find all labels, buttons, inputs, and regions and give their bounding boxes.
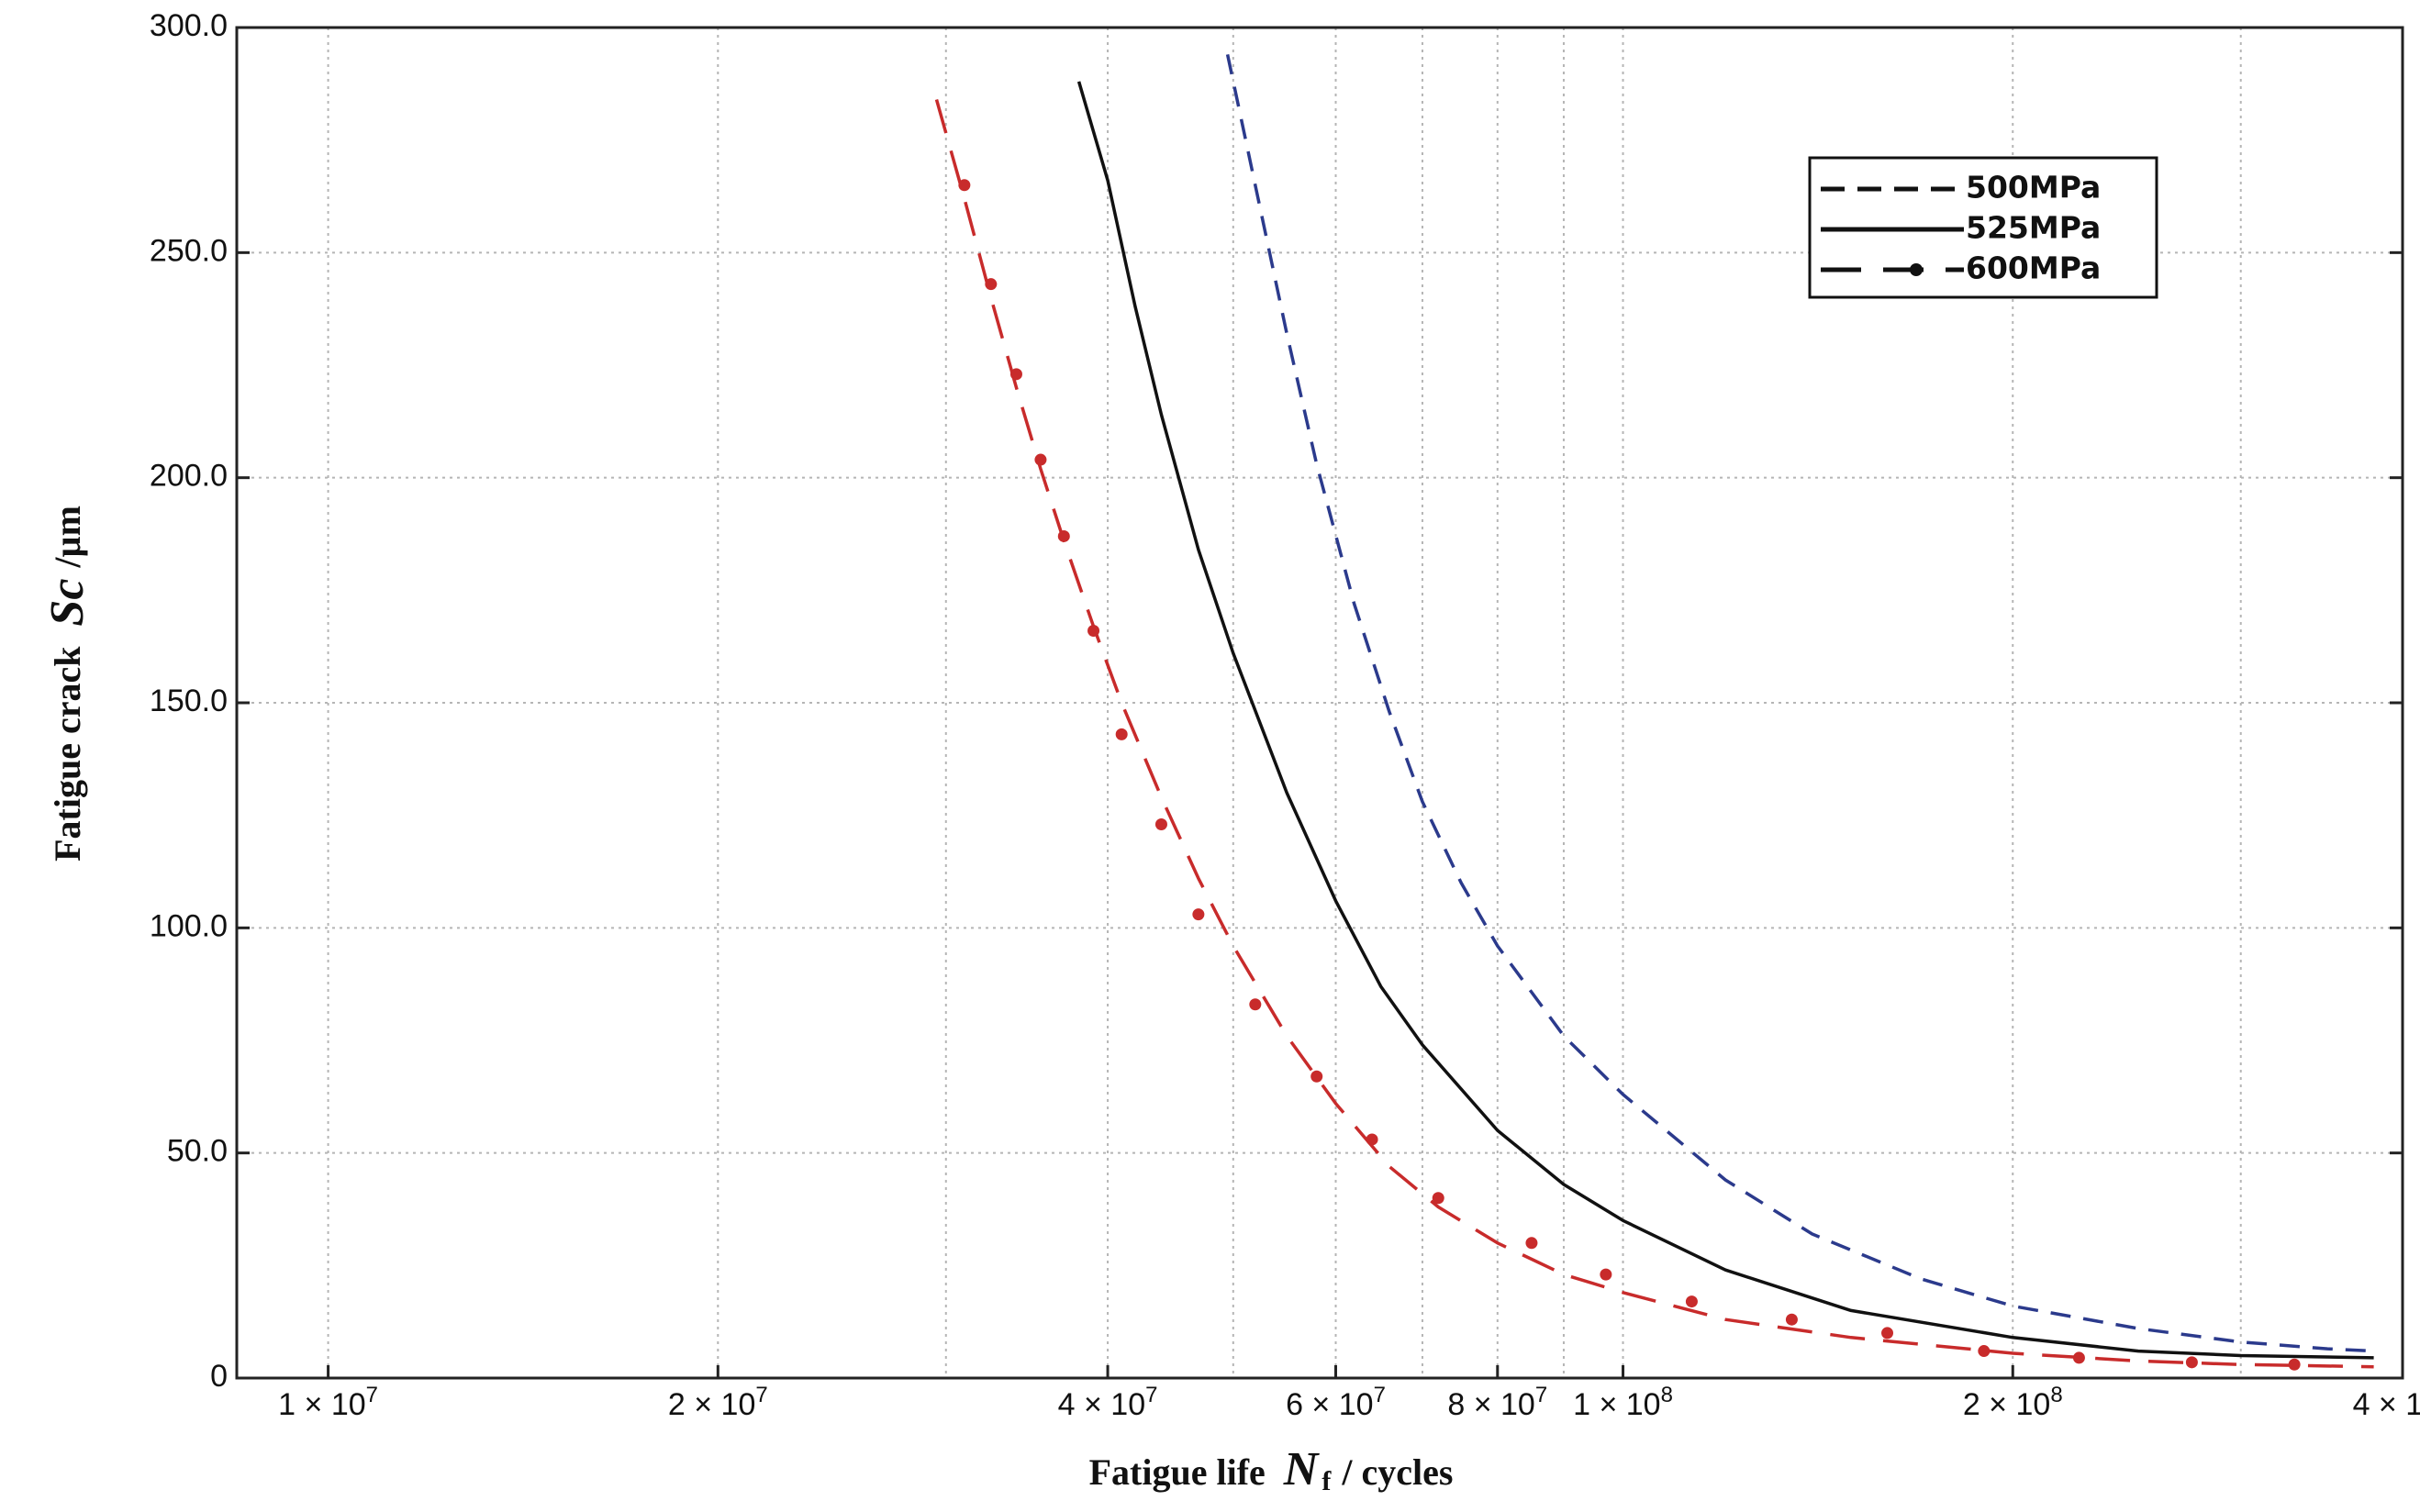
y-axis-title: Fatigue crack Sc /µm bbox=[41, 506, 94, 862]
series-marker-600MPa bbox=[1978, 1345, 1991, 1358]
y-tick-label: 0 bbox=[210, 1359, 228, 1394]
series-marker-600MPa bbox=[1115, 728, 1128, 740]
series-marker-600MPa bbox=[2185, 1356, 2198, 1369]
y-axis-title-unit: /µm bbox=[47, 506, 88, 568]
series-line-600MPa bbox=[934, 99, 2374, 1369]
x-axis-title-subscript: f bbox=[1322, 1466, 1332, 1496]
x-axis-title-symbol: N bbox=[1283, 1443, 1321, 1495]
svg-text:Fatigue life N f: Fatigue life N f / cycles bbox=[1089, 1443, 1454, 1496]
x-tick-label: 1 × 108 bbox=[1573, 1383, 1673, 1422]
x-tick-label: 8 × 107 bbox=[1447, 1383, 1547, 1422]
y-tick-label: 200.0 bbox=[150, 459, 228, 494]
x-tick-label-exponent: 8 bbox=[1661, 1383, 1673, 1407]
series-marker-600MPa bbox=[1685, 1295, 1698, 1308]
tick-layer: 0 50.0 100.0 150.0 200.0 250.0 300.0 1 × 107 2 ×… bbox=[150, 8, 2420, 1422]
legend-marker-600MPa bbox=[1910, 263, 1923, 276]
series-marker-600MPa bbox=[1525, 1237, 1538, 1250]
series-marker-600MPa bbox=[1249, 998, 1262, 1011]
x-tick-label: 6 × 107 bbox=[1286, 1383, 1386, 1422]
legend-label-500MPa: 500MPa bbox=[1966, 170, 2101, 206]
y-tick-label: 100.0 bbox=[150, 908, 228, 943]
series-marker-600MPa bbox=[1009, 368, 1022, 381]
series-marker-600MPa bbox=[958, 179, 971, 192]
x-axis-title: Fatigue life N f / cycles bbox=[1089, 1443, 1454, 1496]
legend: 500MPa 525MPa 600MPa bbox=[1808, 156, 2158, 299]
series-line-525MPa bbox=[1076, 81, 2374, 1360]
x-tick-label: 4 × 107 bbox=[1058, 1383, 1158, 1422]
legend-label-525MPa: 525MPa bbox=[1966, 210, 2101, 246]
y-tick-label: 300.0 bbox=[150, 8, 228, 43]
series-marker-600MPa bbox=[1034, 453, 1047, 466]
series-marker-600MPa bbox=[2072, 1351, 2085, 1364]
legend-items: 500MPa 525MPa 600MPa bbox=[1821, 170, 2101, 286]
x-tick-label: 1 × 107 bbox=[278, 1383, 378, 1422]
series-marker-600MPa bbox=[2288, 1358, 2301, 1371]
x-tick-label-exponent: 7 bbox=[366, 1383, 378, 1407]
series-marker-600MPa bbox=[1432, 1192, 1444, 1205]
y-axis-title-main: Fatigue crack bbox=[47, 646, 88, 862]
x-tick-label: 4 × 108 bbox=[2353, 1383, 2420, 1422]
x-tick-label: 2 × 108 bbox=[1963, 1383, 2063, 1422]
x-tick-label: 2 × 107 bbox=[668, 1383, 768, 1422]
series-layer bbox=[934, 54, 2374, 1371]
series-marker-600MPa bbox=[1087, 624, 1100, 637]
y-tick-label: 50.0 bbox=[167, 1134, 228, 1169]
legend-label-600MPa: 600MPa bbox=[1966, 250, 2101, 286]
series-marker-600MPa bbox=[1881, 1327, 1894, 1340]
x-axis-title-main: Fatigue life bbox=[1089, 1451, 1266, 1493]
series-marker-600MPa bbox=[1057, 529, 1070, 542]
series-marker-600MPa bbox=[985, 278, 998, 291]
x-tick-label-exponent: 8 bbox=[2050, 1383, 2062, 1407]
series-marker-600MPa bbox=[1192, 908, 1205, 921]
series-marker-600MPa bbox=[1785, 1313, 1798, 1326]
x-tick-label-exponent: 7 bbox=[1145, 1383, 1157, 1407]
series-marker-600MPa bbox=[1600, 1268, 1612, 1281]
y-tick-label: 150.0 bbox=[150, 684, 228, 718]
y-axis-title-symbol: Sc bbox=[41, 579, 94, 627]
y-tick-label: 250.0 bbox=[150, 233, 228, 268]
x-tick-label-exponent: 7 bbox=[1535, 1383, 1547, 1407]
series-marker-600MPa bbox=[1310, 1070, 1323, 1083]
x-tick-label-exponent: 7 bbox=[1374, 1383, 1386, 1407]
series-marker-600MPa bbox=[1154, 817, 1167, 830]
series-marker-600MPa bbox=[1366, 1133, 1378, 1146]
x-tick-label-exponent: 7 bbox=[755, 1383, 767, 1407]
x-axis-title-unit: / cycles bbox=[1341, 1451, 1453, 1493]
svg-text:Fatigue crack Sc /: Fatigue crack Sc /µm bbox=[41, 506, 94, 862]
